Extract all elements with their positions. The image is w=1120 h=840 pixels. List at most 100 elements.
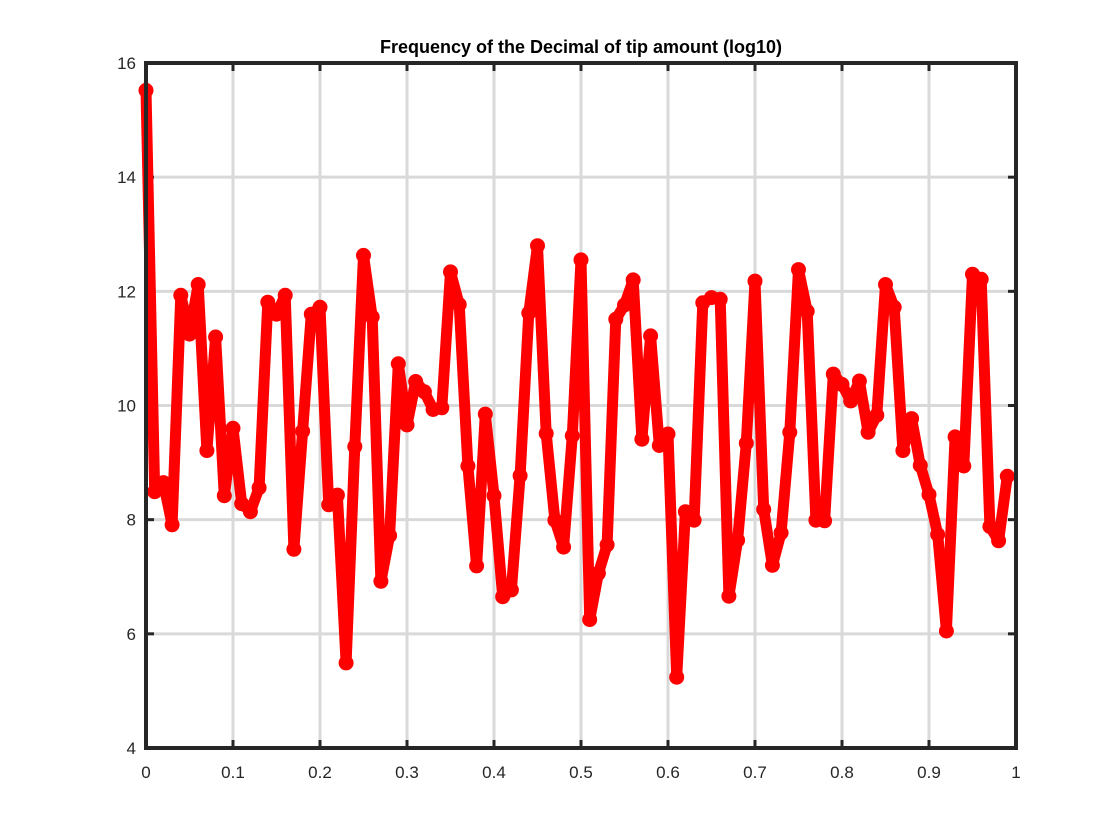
data-point bbox=[460, 458, 476, 474]
data-point bbox=[747, 273, 763, 289]
data-point bbox=[451, 297, 467, 312]
data-point bbox=[791, 262, 806, 278]
x-tick-label: 0.2 bbox=[308, 763, 332, 782]
data-point bbox=[260, 294, 276, 310]
data-point bbox=[269, 306, 284, 322]
data-point bbox=[208, 329, 224, 345]
data-point bbox=[399, 417, 415, 433]
data-point bbox=[338, 655, 354, 671]
data-point bbox=[947, 429, 963, 445]
data-point bbox=[469, 558, 485, 574]
data-point bbox=[416, 384, 432, 400]
x-tick-label: 0.6 bbox=[656, 763, 680, 782]
data-point bbox=[486, 488, 502, 504]
data-point bbox=[738, 435, 754, 451]
data-point bbox=[321, 497, 337, 513]
data-point bbox=[625, 272, 641, 288]
data-point bbox=[773, 525, 789, 541]
data-point bbox=[764, 557, 780, 573]
data-point bbox=[582, 612, 598, 628]
data-point bbox=[521, 305, 537, 321]
data-point bbox=[904, 411, 920, 427]
data-point bbox=[564, 428, 580, 444]
data-point bbox=[251, 480, 267, 496]
data-point bbox=[886, 299, 902, 315]
data-point bbox=[860, 424, 876, 440]
data-point bbox=[443, 264, 458, 280]
data-point bbox=[834, 376, 850, 392]
x-tick-label: 0.8 bbox=[830, 763, 854, 782]
x-tick-label: 0.5 bbox=[569, 763, 593, 782]
y-tick-label: 10 bbox=[117, 397, 136, 416]
y-tick-label: 6 bbox=[127, 625, 136, 644]
data-point bbox=[608, 311, 624, 327]
y-tick-label: 4 bbox=[127, 739, 136, 758]
data-point bbox=[712, 291, 728, 307]
y-tick-label: 8 bbox=[127, 511, 136, 530]
data-point bbox=[669, 669, 685, 685]
data-point bbox=[817, 513, 833, 529]
data-point bbox=[530, 238, 545, 254]
data-point bbox=[190, 277, 206, 292]
data-point bbox=[973, 271, 989, 287]
data-point bbox=[477, 406, 493, 422]
data-point bbox=[503, 582, 519, 598]
data-point bbox=[912, 457, 928, 473]
data-point bbox=[547, 512, 563, 528]
data-point bbox=[938, 623, 954, 639]
data-point bbox=[660, 426, 676, 442]
data-point bbox=[347, 439, 363, 455]
x-tick-label: 0.9 bbox=[917, 763, 941, 782]
series-line bbox=[140, 84, 1013, 683]
data-point bbox=[382, 528, 398, 544]
x-tick-label: 0.1 bbox=[221, 763, 245, 782]
data-point bbox=[634, 431, 650, 447]
data-point bbox=[895, 443, 911, 459]
data-point bbox=[651, 438, 667, 453]
data-point bbox=[173, 287, 189, 303]
data-point bbox=[590, 565, 606, 581]
data-point bbox=[921, 487, 937, 503]
y-tick-label: 12 bbox=[117, 282, 136, 301]
data-point bbox=[225, 420, 241, 436]
data-point bbox=[390, 356, 406, 372]
data-point bbox=[599, 537, 615, 553]
data-point bbox=[295, 423, 311, 439]
x-tick-label: 0.7 bbox=[743, 763, 767, 782]
data-point bbox=[721, 588, 737, 604]
data-point bbox=[999, 468, 1015, 484]
y-tick-label: 16 bbox=[117, 54, 136, 73]
data-point bbox=[617, 297, 632, 313]
axes-box bbox=[144, 61, 1018, 750]
data-point bbox=[686, 512, 702, 528]
x-tick-label: 0.3 bbox=[395, 763, 419, 782]
data-point bbox=[216, 488, 232, 504]
data-point bbox=[756, 501, 772, 517]
data-point bbox=[730, 532, 746, 548]
data-point bbox=[799, 303, 815, 319]
data-point bbox=[573, 252, 589, 268]
data-point bbox=[329, 487, 345, 503]
data-point bbox=[930, 527, 946, 542]
data-point bbox=[242, 504, 258, 520]
data-point bbox=[164, 517, 180, 533]
data-point bbox=[199, 443, 215, 459]
data-point bbox=[982, 519, 998, 534]
data-point bbox=[356, 247, 371, 263]
data-point bbox=[556, 539, 572, 555]
data-point bbox=[878, 277, 893, 292]
y-tick-labels: 4 6 8 10 12 14 16 bbox=[117, 54, 136, 758]
data-point bbox=[869, 407, 885, 423]
data-point bbox=[277, 287, 293, 303]
data-point bbox=[364, 309, 380, 325]
data-point bbox=[408, 374, 424, 389]
data-point bbox=[991, 533, 1007, 549]
data-point bbox=[643, 328, 659, 344]
y-tick-label: 14 bbox=[117, 168, 136, 187]
x-tick-label: 0.4 bbox=[482, 763, 506, 782]
data-series bbox=[138, 82, 1015, 685]
data-point bbox=[851, 373, 867, 389]
data-point bbox=[512, 468, 528, 484]
data-point bbox=[373, 573, 389, 589]
